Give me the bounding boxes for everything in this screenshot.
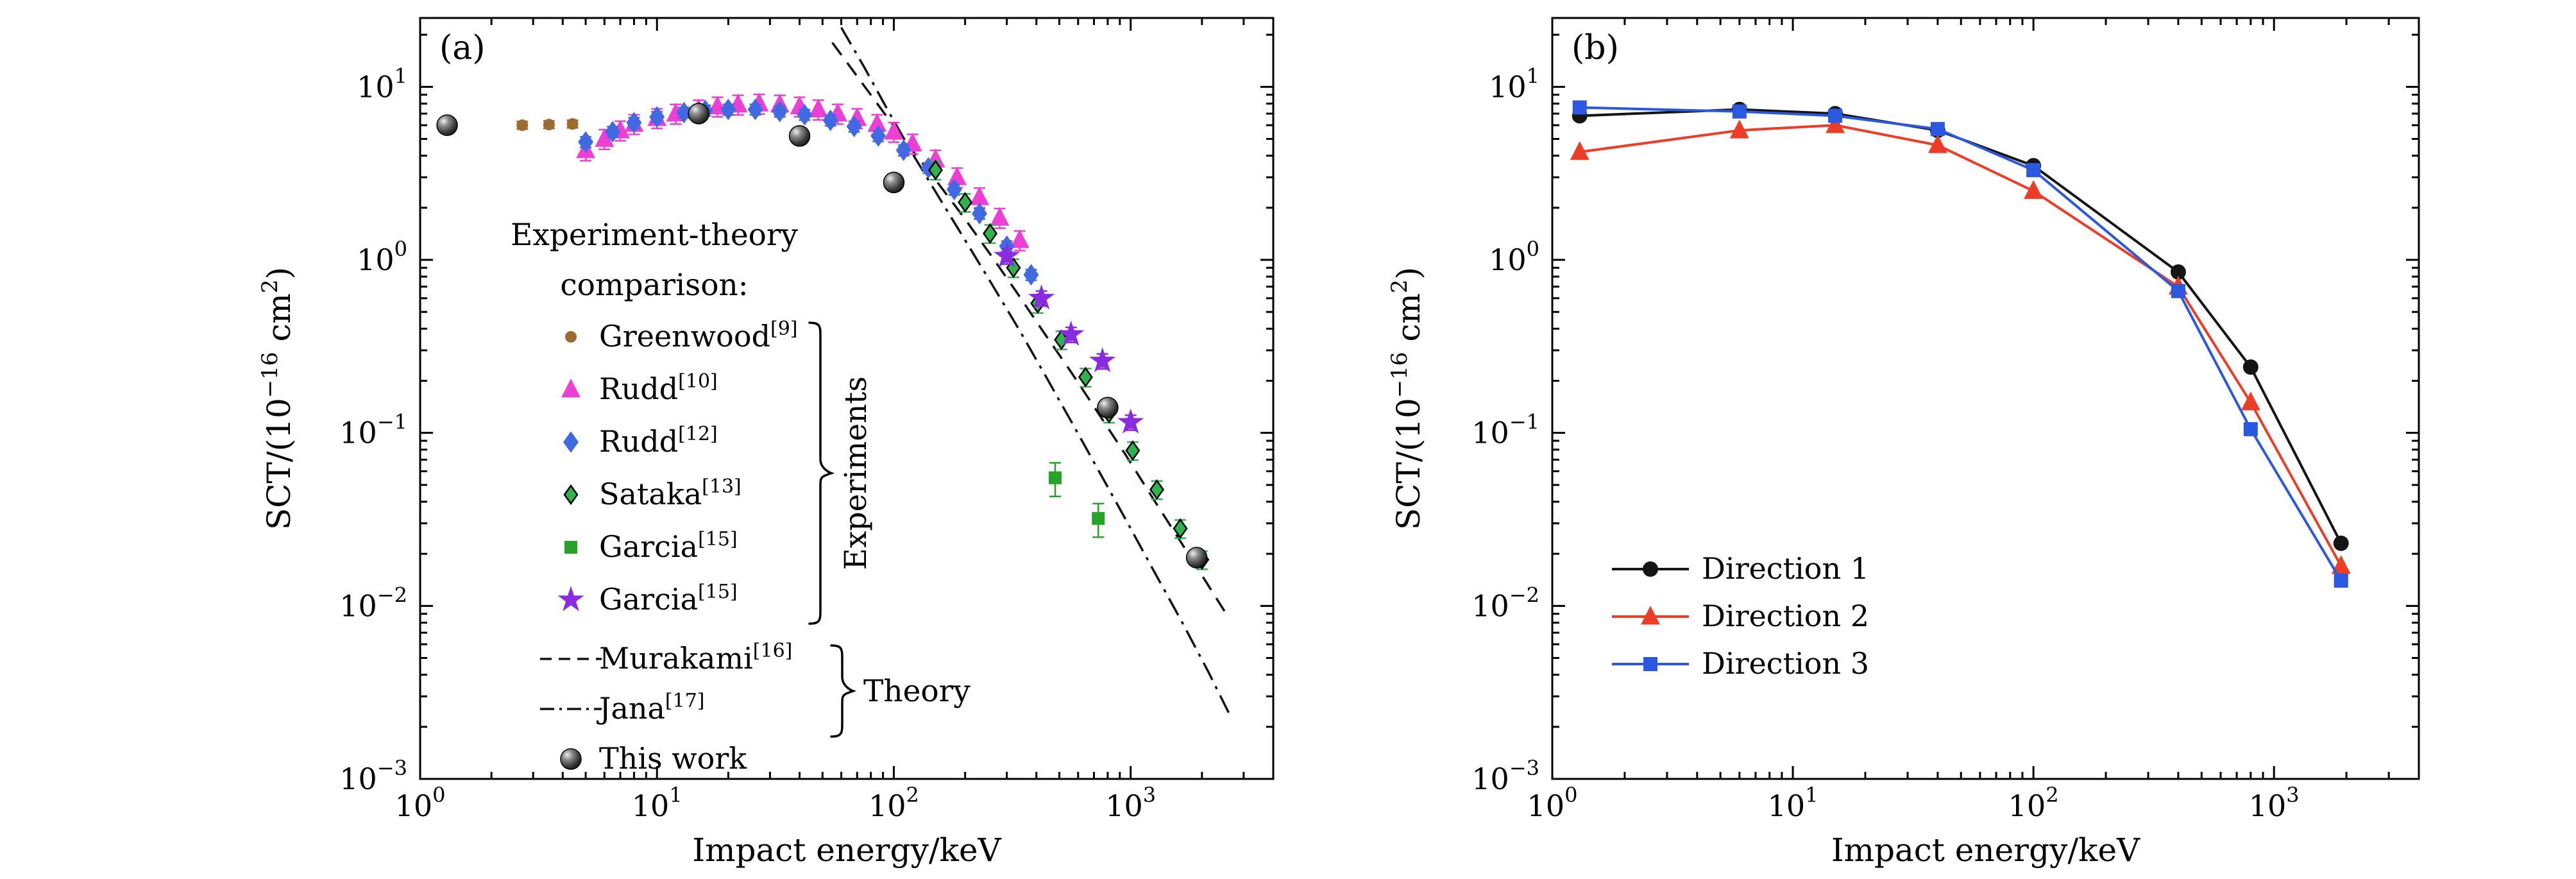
y-tick-labels: 10−3 10−2 10−1 100 101 — [339, 64, 407, 796]
legend-entry-label: Direction 3 — [1702, 646, 1869, 681]
tick-label: 100 — [395, 783, 446, 823]
experiments-brace — [808, 321, 835, 625]
panel-b-chart: 100 101 102 103 10−3 10−2 10−1 100 101 Impact ene… — [1387, 17, 2420, 869]
legend: Experiment-theory comparison: Greenwood[9]… — [511, 218, 970, 776]
legend-entry-label: Sataka[13] — [599, 475, 741, 511]
plot-frame — [419, 17, 1275, 780]
legend-entry-label: Jana[17] — [597, 690, 705, 726]
x-tick-labels: 100 101 102 103 — [1527, 783, 2300, 823]
series-jana — [840, 27, 1230, 714]
series-direction-1 — [1572, 101, 2349, 551]
tick-label: 10−2 — [339, 583, 407, 623]
series-direction-3 — [1572, 100, 2348, 588]
panel-label: (a) — [439, 29, 486, 67]
axis-ticks — [419, 18, 1273, 780]
legend-entry-label: Direction 1 — [1702, 551, 1869, 586]
legend-title: Experiment-theory — [511, 218, 798, 253]
panel-label: (b) — [1572, 29, 1619, 67]
tick-label: 10−2 — [1471, 583, 1539, 623]
legend-entry-label: Rudd[12] — [599, 423, 718, 459]
tick-label: 10−1 — [1471, 410, 1539, 450]
tick-label: 101 — [1768, 783, 1818, 823]
tick-label: 100 — [1489, 237, 1539, 277]
x-axis-label: Impact energy/keV — [1831, 832, 2140, 869]
y-axis-label: SCT/(10−16 cm2) — [1387, 267, 1427, 530]
series-garcia-squares — [1049, 462, 1105, 538]
series-this-work — [436, 103, 1208, 568]
legend: Direction 1 Direction 2 Direction 3 — [1612, 551, 1869, 681]
tick-label: 10−3 — [339, 756, 407, 796]
legend-entry-label: Garcia[15] — [599, 528, 738, 564]
legend-entry-label: This work — [599, 741, 747, 776]
y-tick-labels: 10−3 10−2 10−1 100 101 — [1471, 64, 1539, 796]
tick-label: 103 — [1105, 783, 1156, 823]
panel-b-container: 100 101 102 103 10−3 10−2 10−1 100 101 Impact ene… — [1288, 0, 2576, 879]
theory-group-label: Theory — [863, 674, 970, 709]
series-rudd-12 — [578, 98, 1039, 286]
y-axis-label: SCT/(10−16 cm2) — [257, 267, 298, 530]
tick-label: 103 — [2249, 783, 2300, 823]
tick-label: 101 — [632, 783, 682, 823]
series-layer — [436, 27, 1230, 714]
legend-title: comparison: — [560, 268, 748, 303]
tick-label: 102 — [2008, 783, 2059, 823]
theory-brace — [830, 644, 857, 738]
series-garcia-stars — [994, 242, 1144, 434]
tick-label: 102 — [869, 783, 919, 823]
tick-label: 101 — [357, 64, 407, 104]
plot-frame — [1551, 17, 2420, 780]
panel-a-chart: 100 101 102 103 10−3 10−2 10−1 100 101 Impact ene… — [257, 17, 1275, 869]
x-axis-label: Impact energy/keV — [692, 832, 1001, 869]
legend-entry-label: Garcia[15] — [599, 581, 738, 617]
tick-label: 100 — [1527, 783, 1578, 823]
x-tick-labels: 100 101 102 103 — [395, 783, 1157, 823]
legend-entry-label: Direction 2 — [1702, 599, 1869, 633]
tick-label: 10−3 — [1471, 756, 1539, 796]
series-sataka — [928, 160, 1210, 570]
series-greenwood — [516, 118, 579, 132]
tick-label: 10−1 — [339, 410, 407, 450]
legend-entry-label: Greenwood[9] — [599, 318, 798, 354]
series-layer — [1570, 100, 2351, 588]
experiments-group-label: Experiments — [838, 377, 874, 570]
tick-label: 101 — [1489, 64, 1539, 104]
legend-entry-label: Murakami[16] — [599, 640, 792, 676]
panel-a-container: 100 101 102 103 10−3 10−2 10−1 100 101 Impact ene… — [257, 17, 1275, 869]
tick-label: 100 — [357, 237, 407, 277]
axis-ticks — [1551, 18, 2419, 780]
legend-entry-label: Rudd[10] — [599, 370, 718, 406]
series-direction-2 — [1570, 114, 2351, 574]
